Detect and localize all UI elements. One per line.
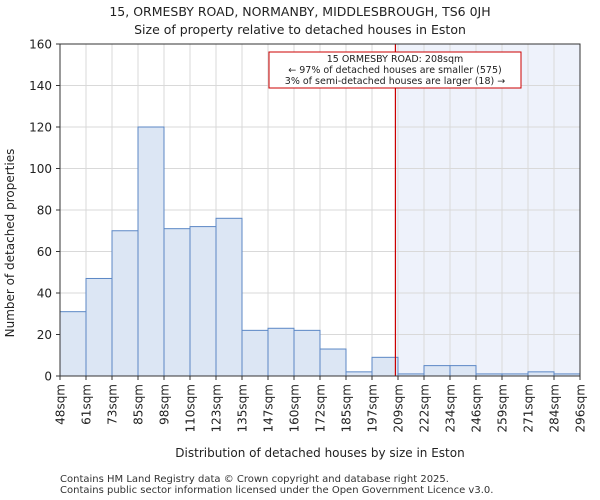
x-tick-label: 246sqm bbox=[470, 384, 484, 432]
marker-annotation: 15 ORMESBY ROAD: 208sqm ← 97% of detache… bbox=[268, 51, 522, 89]
x-tick-label: 160sqm bbox=[288, 384, 302, 432]
bar-147sqm bbox=[267, 327, 295, 377]
x-axis-label: Distribution of detached houses by size … bbox=[175, 446, 464, 460]
y-tick-label: 40 bbox=[37, 287, 52, 301]
bar-185sqm bbox=[345, 371, 373, 377]
bar-98sqm bbox=[163, 228, 191, 377]
annotation-box bbox=[268, 51, 522, 89]
y-tick-label: 160 bbox=[29, 38, 52, 52]
x-tick-label: 147sqm bbox=[262, 384, 276, 432]
bar-110sqm bbox=[189, 226, 217, 377]
annotation-line-2: ← 97% of detached houses are smaller (57… bbox=[288, 65, 501, 76]
bar-48sqm bbox=[59, 311, 87, 377]
bar-61sqm bbox=[85, 277, 113, 377]
bar-85sqm bbox=[137, 126, 165, 377]
bar-271sqm bbox=[527, 371, 555, 377]
x-tick-label: 135sqm bbox=[236, 384, 250, 432]
x-tick-label: 209sqm bbox=[392, 384, 406, 432]
bar-172sqm bbox=[319, 348, 347, 377]
bar-222sqm bbox=[423, 365, 451, 377]
x-tick-label: 222sqm bbox=[418, 384, 432, 432]
footer-copyright: Contains HM Land Registry data © Crown c… bbox=[60, 474, 449, 485]
annotation-line-3: 3% of semi-detached houses are larger (1… bbox=[285, 76, 505, 87]
x-tick-label: 259sqm bbox=[496, 384, 510, 432]
x-tick-label: 197sqm bbox=[366, 384, 380, 432]
y-axis-label: Number of detached properties bbox=[3, 149, 17, 338]
x-tick-label: 98sqm bbox=[158, 384, 172, 425]
y-tick-label: 80 bbox=[37, 204, 52, 218]
bar-160sqm bbox=[293, 329, 321, 377]
x-tick-label: 110sqm bbox=[184, 384, 198, 432]
y-tick-label: 140 bbox=[29, 79, 52, 93]
y-tick-label: 0 bbox=[44, 370, 52, 384]
annotation-line-1: 15 ORMESBY ROAD: 208sqm bbox=[327, 54, 464, 65]
x-tick-label: 123sqm bbox=[210, 384, 224, 432]
x-tick-label: 85sqm bbox=[132, 384, 146, 425]
x-tick-label: 234sqm bbox=[444, 384, 458, 432]
x-tick-label: 296sqm bbox=[574, 384, 588, 432]
y-tick-label: 100 bbox=[29, 162, 52, 176]
y-tick-label: 120 bbox=[29, 121, 52, 135]
bar-73sqm bbox=[111, 230, 139, 377]
x-tick-label: 185sqm bbox=[340, 384, 354, 432]
x-tick-label: 172sqm bbox=[314, 384, 328, 432]
y-tick-label: 20 bbox=[37, 328, 52, 342]
chart-title: 15, ORMESBY ROAD, NORMANBY, MIDDLESBROUG… bbox=[109, 4, 491, 19]
bar-234sqm bbox=[449, 365, 477, 377]
x-tick-label: 73sqm bbox=[106, 384, 120, 425]
chart-subtitle: Size of property relative to detached ho… bbox=[134, 22, 466, 37]
x-tick-label: 271sqm bbox=[522, 384, 536, 432]
bar-123sqm bbox=[215, 217, 243, 377]
x-tick-label: 284sqm bbox=[548, 384, 562, 432]
y-tick-label: 60 bbox=[37, 245, 52, 259]
x-tick-label: 61sqm bbox=[80, 384, 94, 425]
bar-197sqm bbox=[371, 356, 399, 377]
footer-licence: Contains public sector information licen… bbox=[60, 485, 494, 496]
bar-135sqm bbox=[241, 329, 269, 377]
x-tick-label: 48sqm bbox=[54, 384, 68, 425]
